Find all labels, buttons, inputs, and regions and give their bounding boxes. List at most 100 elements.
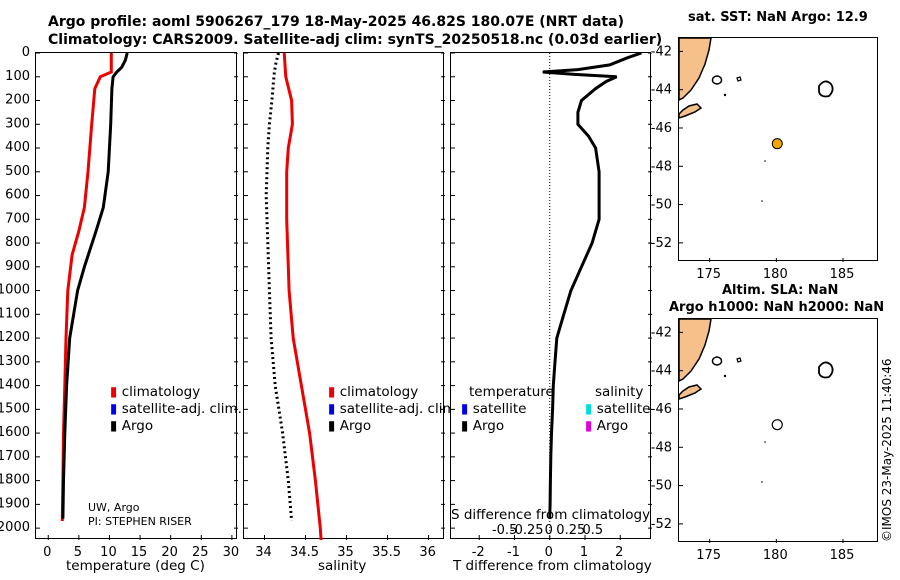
island [736, 76, 742, 82]
diff-legend-temperature-header: temperature [469, 384, 554, 400]
depth-tick-label: 600 [5, 188, 30, 203]
diff-legend-salinity-argo: ▮ Argo [585, 418, 629, 434]
bounty-shape [818, 80, 834, 98]
x-tick-label: 30 [223, 545, 240, 560]
t-difference-series [542, 53, 642, 519]
map-y-tick-label: -42 [651, 325, 672, 340]
chart-title-line2: Climatology: CARS2009. Satellite-adj cli… [48, 32, 663, 48]
x-tick-label: 36 [419, 545, 436, 560]
salinity-xlabel: salinity [318, 558, 367, 574]
map-x-tick-label: 175 [696, 548, 721, 563]
temperature-series-climatology [60, 53, 113, 522]
island [761, 481, 763, 483]
depth-tick-label: 400 [5, 140, 30, 155]
salinity-series-climatology [282, 53, 323, 540]
map-y-tick-label: -52 [651, 236, 672, 251]
salinity-legend-argo: ▮ Argo [328, 418, 372, 434]
island [723, 93, 727, 97]
depth-tick-label: 300 [5, 116, 30, 131]
island [764, 160, 766, 162]
temperature-plot-area [36, 53, 238, 540]
depth-tick-label: 800 [5, 235, 30, 250]
temperature-xlabel: temperature (deg C) [66, 558, 205, 574]
imos-credit: ©IMOS 23-May-2025 11:40:46 [880, 358, 894, 542]
map-x-tick-label: 175 [696, 267, 721, 282]
depth-tick-label: 1500 [0, 401, 30, 416]
salinity-series-argo [264, 53, 294, 522]
x-tick-label: 35.5 [372, 545, 401, 560]
map-y-tick-label: -44 [651, 364, 672, 379]
depth-tick-label: 1400 [0, 378, 30, 393]
depth-tick-label: 1900 [0, 496, 30, 511]
difference-plot: temperature ▮ satellite ▮ Argo salinity … [450, 52, 652, 540]
altimetry-map-area [679, 319, 844, 543]
island [736, 357, 742, 363]
pi-annotation-line1: UW, Argo [88, 501, 140, 514]
map-x-tick-label: 185 [830, 548, 855, 563]
salinity-plot-area [244, 53, 445, 540]
map-y-tick-label: -48 [651, 159, 672, 174]
map-top-title: sat. SST: NaN Argo: 12.9 [688, 10, 868, 25]
map-y-tick-label: -50 [651, 479, 672, 494]
map-y-tick-label: -46 [651, 402, 672, 417]
altimetry-map [678, 318, 878, 543]
temperature-legend-climatology: ▮ climatology [110, 384, 201, 400]
depth-tick-label: 1700 [0, 449, 30, 464]
map-y-tick-label: -50 [651, 198, 672, 213]
island [723, 374, 727, 378]
t-difference-xlabel: T difference from climatology [453, 558, 652, 574]
nz-land [679, 319, 712, 382]
island [711, 75, 723, 85]
temperature-plot: ▮ climatology ▮ satellite-adj. clim. ▮ A… [35, 52, 242, 540]
map-bottom-title-line2: Argo h1000: NaN h2000: NaN [669, 300, 885, 315]
depth-tick-label: 1600 [0, 425, 30, 440]
map-y-tick-label: -44 [651, 83, 672, 98]
chatham-land [679, 384, 703, 400]
depth-tick-label: 1200 [0, 330, 30, 345]
map-y-tick-label: -46 [651, 121, 672, 136]
diff-legend-salinity-satellite: ▮ satellite [585, 401, 651, 417]
depth-tick-label: 0 [22, 45, 30, 60]
island [711, 356, 723, 366]
island [761, 200, 763, 202]
depth-tick-label: 1000 [0, 283, 30, 298]
chart-title-line1: Argo profile: aoml 5906267_179 18-May-20… [48, 14, 624, 30]
map-y-tick-label: -52 [651, 517, 672, 532]
chatham-land [679, 103, 703, 119]
s-difference-xlabel: S difference from climatology [451, 507, 651, 523]
depth-tick-label: 900 [5, 259, 30, 274]
diff-legend-temperature-argo: ▮ Argo [461, 418, 505, 434]
salinity-plot: ▮ climatology ▮ satellite-adj. clim. ▮ A… [243, 52, 460, 540]
depth-tick-label: 500 [5, 164, 30, 179]
map-x-tick-label: 185 [830, 267, 855, 282]
float-position-marker [771, 138, 783, 150]
map-y-tick-label: -48 [651, 440, 672, 455]
depth-tick-label: 700 [5, 211, 30, 226]
x-tick-label: 34 [255, 545, 272, 560]
difference-plot-area [451, 53, 652, 540]
sst-map-area [679, 38, 844, 262]
pi-annotation-line2: PI: STEPHEN RISER [88, 515, 192, 528]
depth-tick-label: 1100 [0, 306, 30, 321]
depth-tick-label: 100 [5, 69, 30, 84]
x-tick-label: 34.5 [290, 545, 319, 560]
map-x-tick-label: 180 [763, 267, 788, 282]
salinity-legend-satellite: ▮ satellite-adj. clim. [328, 401, 460, 417]
x-tick-label: 0 [43, 545, 51, 560]
map-bottom-title-line1: Altim. SLA: NaN [722, 283, 839, 298]
temperature-legend-argo: ▮ Argo [110, 418, 154, 434]
sst-map [678, 37, 878, 262]
salinity-legend-climatology: ▮ climatology [328, 384, 419, 400]
temperature-series-argo [61, 53, 129, 519]
island [764, 441, 766, 443]
map-x-tick-label: 180 [763, 548, 788, 563]
diff-legend-temperature-satellite: ▮ satellite [461, 401, 527, 417]
depth-tick-label: 200 [5, 93, 30, 108]
nz-land [679, 38, 712, 101]
depth-tick-label: 1300 [0, 354, 30, 369]
temperature-legend-satellite: ▮ satellite-adj. clim. [110, 401, 242, 417]
diff-legend-salinity-header: salinity [595, 384, 644, 400]
bounty-shape [818, 361, 834, 379]
depth-tick-label: 2000 [0, 520, 30, 535]
float-position-marker [771, 419, 783, 431]
